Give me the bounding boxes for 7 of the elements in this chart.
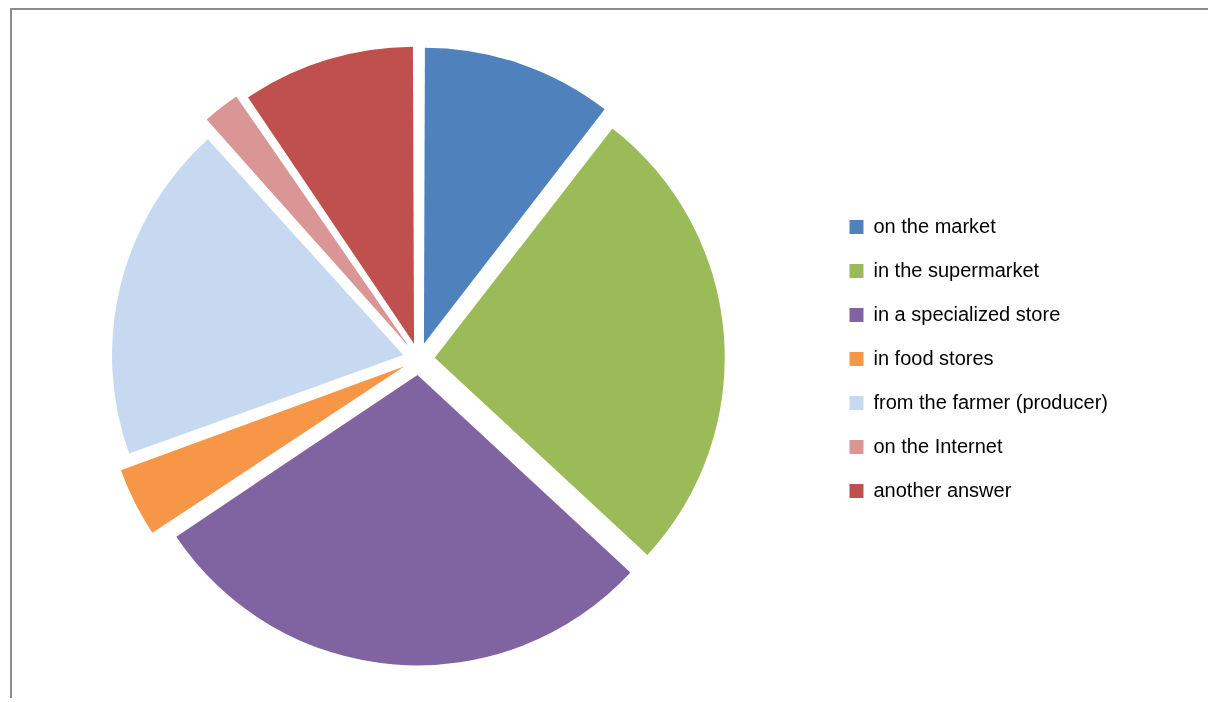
legend-label: in a specialized store (873, 302, 1061, 325)
legend-label: on the Internet (873, 434, 1003, 457)
legend-label: on the market (873, 214, 997, 237)
legend-label: in food stores (873, 346, 994, 369)
legend-label: in the supermarket (873, 258, 1040, 281)
legend-label: another answer (873, 478, 1012, 501)
legend-label: from the farmer (producer) (873, 390, 1108, 413)
